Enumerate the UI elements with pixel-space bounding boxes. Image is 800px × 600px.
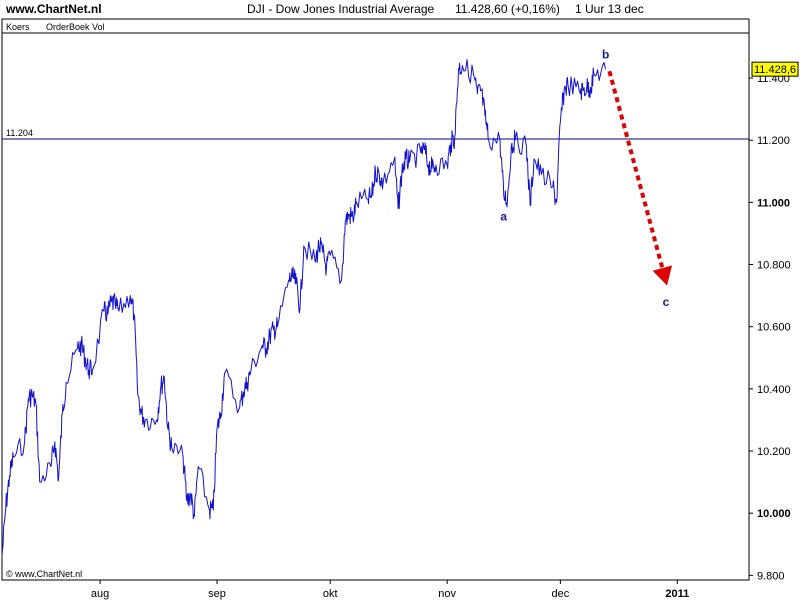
projection-arrow: [607, 70, 673, 286]
current-price-marker: 11.428,6: [751, 61, 799, 77]
tab-koers[interactable]: Koers: [6, 22, 30, 32]
projection-arrowhead: [652, 265, 673, 286]
x-tick-label: sep: [208, 588, 226, 600]
price-line: [1, 59, 607, 557]
x-tick-label: okt: [323, 588, 338, 600]
y-axis: 9.800 10.000 10.200 10.400 10.600 10.800 11.00…: [749, 73, 791, 582]
copyright: © www.ChartNet.nl: [6, 569, 82, 579]
wave-label-c: c: [663, 295, 670, 309]
x-tick-label: aug: [91, 588, 109, 600]
y-tick-label: 11.000: [757, 197, 790, 209]
y-tick-label: 11.200: [757, 135, 790, 147]
wave-label-a: a: [500, 209, 507, 223]
y-tick-label: 10.200: [757, 446, 791, 458]
price-series: [1, 59, 607, 557]
support-line-label: 11.204: [6, 128, 33, 138]
wave-labels: a b c: [500, 48, 669, 309]
y-tick-label: 9.800: [757, 570, 785, 582]
y-tick-label: 10.800: [757, 260, 791, 272]
y-tick-label: 10.400: [757, 384, 791, 396]
instrument-name: DJI - Dow Jones Industrial Average: [247, 2, 435, 16]
y-tick-label: 10.600: [757, 322, 791, 334]
title-bar: www.ChartNet.nl DJI - Dow Jones Industri…: [0, 0, 800, 19]
projection-shaft: [607, 70, 665, 269]
x-tick-label: dec: [551, 588, 569, 600]
plot-frame: [1, 18, 750, 581]
x-tick-label: nov: [438, 588, 456, 600]
y-tick-label: 10.000: [757, 508, 791, 520]
x-tick-label: 2011: [665, 588, 689, 600]
reference-line: 11.204: [2, 128, 749, 140]
tab-orderboek-vol[interactable]: OrderBoek Vol: [46, 22, 105, 32]
current-price-label: 11.428,6: [754, 64, 796, 76]
current-price-box: [751, 61, 799, 77]
last-price: 11.428,60 (+0,16%): [455, 2, 560, 16]
interval-label: 1 Uur 13 dec: [575, 2, 644, 16]
x-axis: aug sep okt nov dec 2011: [91, 580, 689, 600]
wave-label-b: b: [602, 48, 609, 62]
site-name[interactable]: www.ChartNet.nl: [6, 2, 102, 16]
